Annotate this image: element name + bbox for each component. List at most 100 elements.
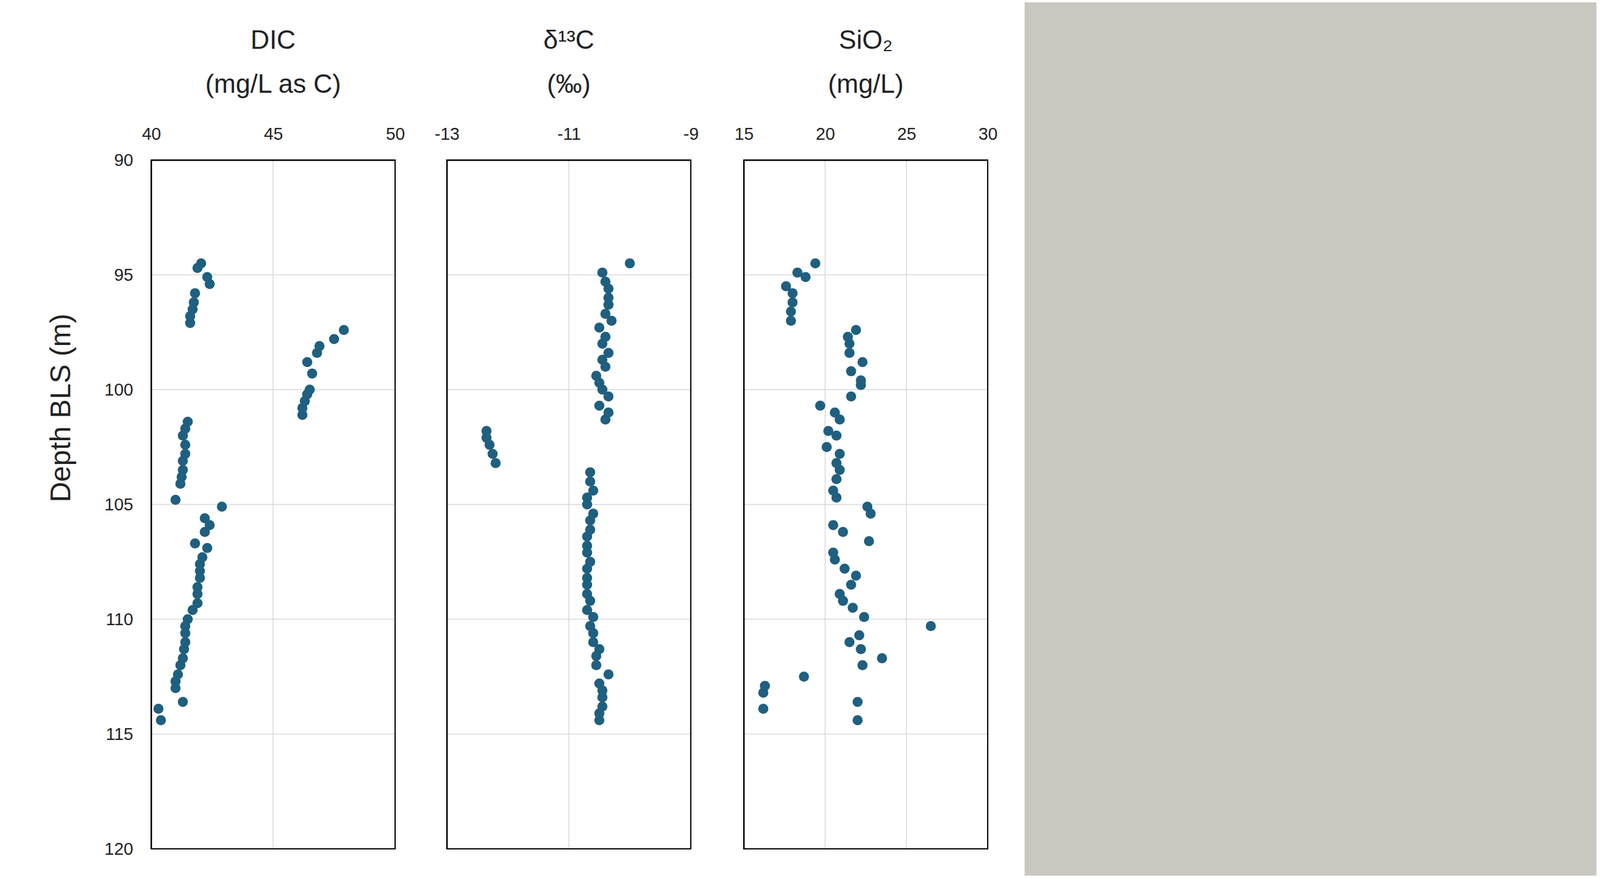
grid <box>743 160 988 850</box>
data-point <box>786 315 797 327</box>
data-point <box>177 696 189 707</box>
data-point <box>863 536 875 547</box>
y-tick-label: 120 <box>104 839 134 859</box>
x-tick: -11 <box>557 124 582 161</box>
data-point <box>834 414 845 425</box>
x-tick-label: 15 <box>734 124 754 144</box>
data-point <box>831 430 842 441</box>
data-point <box>857 357 868 368</box>
data-point <box>185 318 196 329</box>
data-point <box>600 414 611 425</box>
grid-line-y <box>446 503 691 506</box>
data-point <box>597 338 608 349</box>
data-point <box>329 334 340 345</box>
x-tick-label: 40 <box>141 124 161 144</box>
data-point <box>758 703 769 715</box>
panel-subtitle: (mg/L as C) <box>205 69 341 99</box>
data-point <box>837 596 848 607</box>
data-point <box>603 299 614 311</box>
data-point <box>581 564 593 575</box>
data-point <box>606 315 617 327</box>
y-tick-label: 100 <box>104 380 134 400</box>
data-point <box>600 361 611 372</box>
data-point <box>831 474 842 485</box>
data-point <box>153 703 164 715</box>
data-point <box>821 442 832 453</box>
data-point <box>603 283 614 294</box>
x-tick: 40 <box>141 124 161 161</box>
data-point <box>484 439 495 450</box>
x-axis: -13-11-9 <box>434 124 700 161</box>
data-point <box>170 495 181 506</box>
data-point <box>302 357 313 368</box>
x-tick-label: 45 <box>263 124 283 144</box>
x-tick: 50 <box>385 124 405 161</box>
panel-title: DIC <box>250 24 296 55</box>
data-point <box>189 287 200 299</box>
plot-frame <box>743 160 988 850</box>
data-point <box>837 527 848 538</box>
y-tick-label: 110 <box>105 609 134 629</box>
x-tick: 25 <box>897 124 917 161</box>
x-tick-label: 50 <box>385 124 405 144</box>
panel-subtitle: (mg/L) <box>827 69 904 99</box>
data-point <box>834 465 845 476</box>
data-point <box>844 338 855 349</box>
data-point <box>787 287 798 299</box>
data-point <box>865 508 876 519</box>
data-point <box>591 650 602 662</box>
data-point <box>857 660 868 671</box>
chart-canvas: 4045509095100105110115120DIC(mg/L as C)D… <box>0 0 1600 878</box>
y-axis: 9095100105110115120 <box>104 150 152 859</box>
grid-line-y <box>446 274 691 276</box>
data-point <box>844 637 855 648</box>
data-point <box>584 596 596 607</box>
data-point <box>307 368 318 379</box>
panel-subtitle: (‰) <box>546 69 591 99</box>
data-point <box>603 669 614 680</box>
data-point <box>844 348 855 359</box>
data-point <box>799 671 810 682</box>
data-point <box>175 660 186 671</box>
x-tick-label: -9 <box>683 124 700 144</box>
data-point <box>195 573 206 584</box>
data-point <box>189 538 200 549</box>
data-point <box>177 430 189 441</box>
data-point <box>192 262 203 274</box>
data-point <box>311 348 322 359</box>
data-point <box>338 324 349 335</box>
photo-area <box>1024 2 1597 876</box>
data-point <box>216 501 227 512</box>
data-point <box>175 478 186 490</box>
y-tick: 115 <box>105 724 152 744</box>
grid <box>151 160 396 850</box>
data-point <box>199 527 211 538</box>
data-point <box>581 531 593 543</box>
panel-title: δ¹³C <box>543 24 595 55</box>
data-point <box>624 258 635 269</box>
points <box>758 258 936 726</box>
y-tick: 100 <box>104 380 152 400</box>
grid-line-y <box>743 274 988 276</box>
grid-line-y <box>151 733 396 735</box>
data-point <box>850 324 861 335</box>
data-point <box>854 630 865 641</box>
data-point <box>177 455 189 466</box>
grid-line-y <box>743 389 988 391</box>
data-point <box>297 409 308 421</box>
data-point <box>594 715 605 726</box>
data-point <box>155 715 167 726</box>
data-point <box>594 322 605 333</box>
data-point <box>603 391 614 402</box>
grid-line-y <box>446 618 691 621</box>
y-tick: 120 <box>104 839 152 859</box>
data-point <box>828 520 839 531</box>
y-axis-title: Depth BLS (m) <box>44 313 77 503</box>
grid-line-y <box>151 503 396 506</box>
data-point <box>855 380 866 391</box>
data-point <box>830 554 841 565</box>
data-point <box>831 492 842 503</box>
data-point <box>591 660 602 671</box>
x-axis: 40 45 50 <box>141 124 405 161</box>
data-point <box>815 401 826 412</box>
